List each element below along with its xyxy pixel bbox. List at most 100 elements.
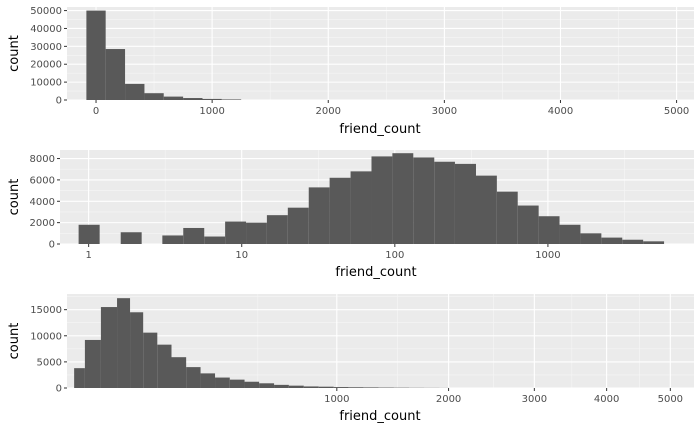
- x-tick-label: 3000: [432, 106, 457, 117]
- y-tick-label: 4000: [30, 197, 55, 208]
- histogram-bar: [229, 379, 245, 388]
- x-axis-title: friend_count: [339, 122, 420, 137]
- histogram-bar: [86, 10, 106, 101]
- histogram-bar: [517, 205, 539, 244]
- histogram-bar: [454, 163, 476, 244]
- y-tick-label: 0: [56, 384, 62, 395]
- histogram-bar: [580, 233, 602, 244]
- y-tick-label: 20000: [30, 60, 62, 71]
- histogram-bar: [105, 49, 126, 100]
- histogram-bar: [266, 215, 288, 244]
- histogram-bar: [84, 339, 101, 388]
- histogram-bar: [78, 224, 100, 244]
- histogram-bar: [183, 98, 203, 100]
- panel-background: [67, 7, 694, 100]
- histogram-bar: [622, 239, 644, 244]
- histogram-bar: [183, 227, 205, 244]
- y-tick-label: 10000: [30, 331, 62, 342]
- histogram-bar: [204, 236, 226, 244]
- y-axis-title: count: [7, 35, 22, 72]
- histogram-bar: [202, 98, 222, 100]
- histogram-panel-sqrt: 0 5000 10000 15000 1000 2000 3000 4000 5000 frie…: [7, 294, 694, 424]
- histogram-bar: [246, 222, 267, 244]
- histogram-bar: [475, 175, 497, 244]
- histogram-bars: [74, 298, 449, 388]
- y-tick-label: 50000: [30, 6, 62, 17]
- histogram-bar: [215, 377, 230, 388]
- histogram-bar: [392, 153, 414, 244]
- x-tick-label: 1000: [324, 394, 349, 405]
- histogram-bar: [288, 385, 304, 388]
- x-tick-label: 5000: [664, 106, 689, 117]
- y-tick-label: 2000: [30, 218, 55, 229]
- histogram-bar: [120, 232, 142, 244]
- x-tick-label: 4000: [594, 394, 619, 405]
- y-tick-label: 6000: [30, 175, 55, 186]
- histogram-bar: [308, 187, 330, 244]
- histogram-bar: [130, 312, 144, 388]
- histogram-bar: [225, 221, 247, 244]
- histogram-bar: [259, 383, 275, 388]
- histogram-bar: [171, 357, 187, 388]
- x-tick-label: 3000: [522, 394, 547, 405]
- histogram-bar: [363, 387, 379, 388]
- x-tick-label: 1000: [199, 106, 224, 117]
- histogram-bar: [157, 344, 172, 388]
- x-tick-label: 10: [235, 250, 248, 261]
- histogram-bar: [200, 373, 216, 388]
- histogram-bar: [221, 99, 242, 100]
- histogram-bar: [303, 386, 319, 388]
- y-tick-label: 0: [56, 96, 62, 107]
- histogram-bar: [559, 224, 581, 244]
- y-tick-label: 40000: [30, 24, 62, 35]
- x-tick-label: 100: [385, 250, 404, 261]
- histogram-bar: [601, 237, 623, 244]
- x-axis-title: friend_count: [335, 265, 416, 280]
- y-tick-label: 0: [49, 240, 55, 251]
- y-tick-label: 30000: [30, 42, 62, 53]
- x-axis-title: friend_count: [339, 409, 420, 424]
- histogram-bar: [348, 387, 364, 388]
- histogram-panel-log10: 0 2000 4000 6000 8000 1 10 100 1000 friend_count…: [7, 150, 694, 280]
- axis-ticks: 0 5000 10000 15000 1000 2000 3000 4000 5000: [30, 305, 683, 405]
- histogram-bar: [143, 332, 158, 388]
- y-tick-label: 8000: [30, 154, 55, 165]
- histogram-bar: [643, 241, 665, 244]
- histogram-bar: [74, 368, 85, 388]
- histogram-bar: [144, 93, 164, 100]
- y-axis-title: count: [7, 179, 22, 216]
- histogram-bar: [162, 235, 184, 244]
- x-tick-label: 1: [85, 250, 91, 261]
- x-tick-label: 5000: [658, 394, 683, 405]
- histogram-bar: [350, 171, 372, 244]
- axis-ticks: 0 10000 20000 30000 40000 50000 0 1000 2000 3000 4…: [30, 6, 689, 117]
- histogram-bar: [163, 96, 184, 100]
- histogram-bar: [125, 83, 145, 100]
- histogram-bar: [371, 156, 393, 244]
- x-tick-label: 2000: [436, 394, 461, 405]
- histogram-bar: [274, 384, 289, 388]
- x-tick-label: 2000: [316, 106, 341, 117]
- histogram-bar: [117, 298, 131, 388]
- x-tick-label: 1000: [535, 250, 560, 261]
- histogram-bars: [78, 153, 665, 244]
- histogram-bar: [244, 381, 260, 388]
- histogram-bar: [318, 386, 334, 388]
- x-tick-label: 0: [93, 106, 99, 117]
- x-tick-label: 4000: [548, 106, 573, 117]
- histogram-bar: [186, 367, 201, 388]
- y-tick-label: 15000: [30, 305, 62, 316]
- histogram-panel-linear: 0 10000 20000 30000 40000 50000 0 1000 2000 3000 4…: [7, 6, 694, 137]
- histogram-bar: [100, 307, 118, 388]
- histogram-bar: [434, 161, 455, 244]
- histogram-bar: [496, 191, 518, 244]
- histogram-bars: [86, 10, 242, 101]
- histogram-bar: [287, 207, 309, 244]
- y-tick-label: 5000: [37, 357, 62, 368]
- histogram-bar: [329, 177, 351, 244]
- histogram-bar: [413, 157, 435, 244]
- axis-ticks: 0 2000 4000 6000 8000 1 10 100 1000: [30, 154, 561, 261]
- histogram-bar: [333, 387, 349, 388]
- y-axis-title: count: [7, 323, 22, 360]
